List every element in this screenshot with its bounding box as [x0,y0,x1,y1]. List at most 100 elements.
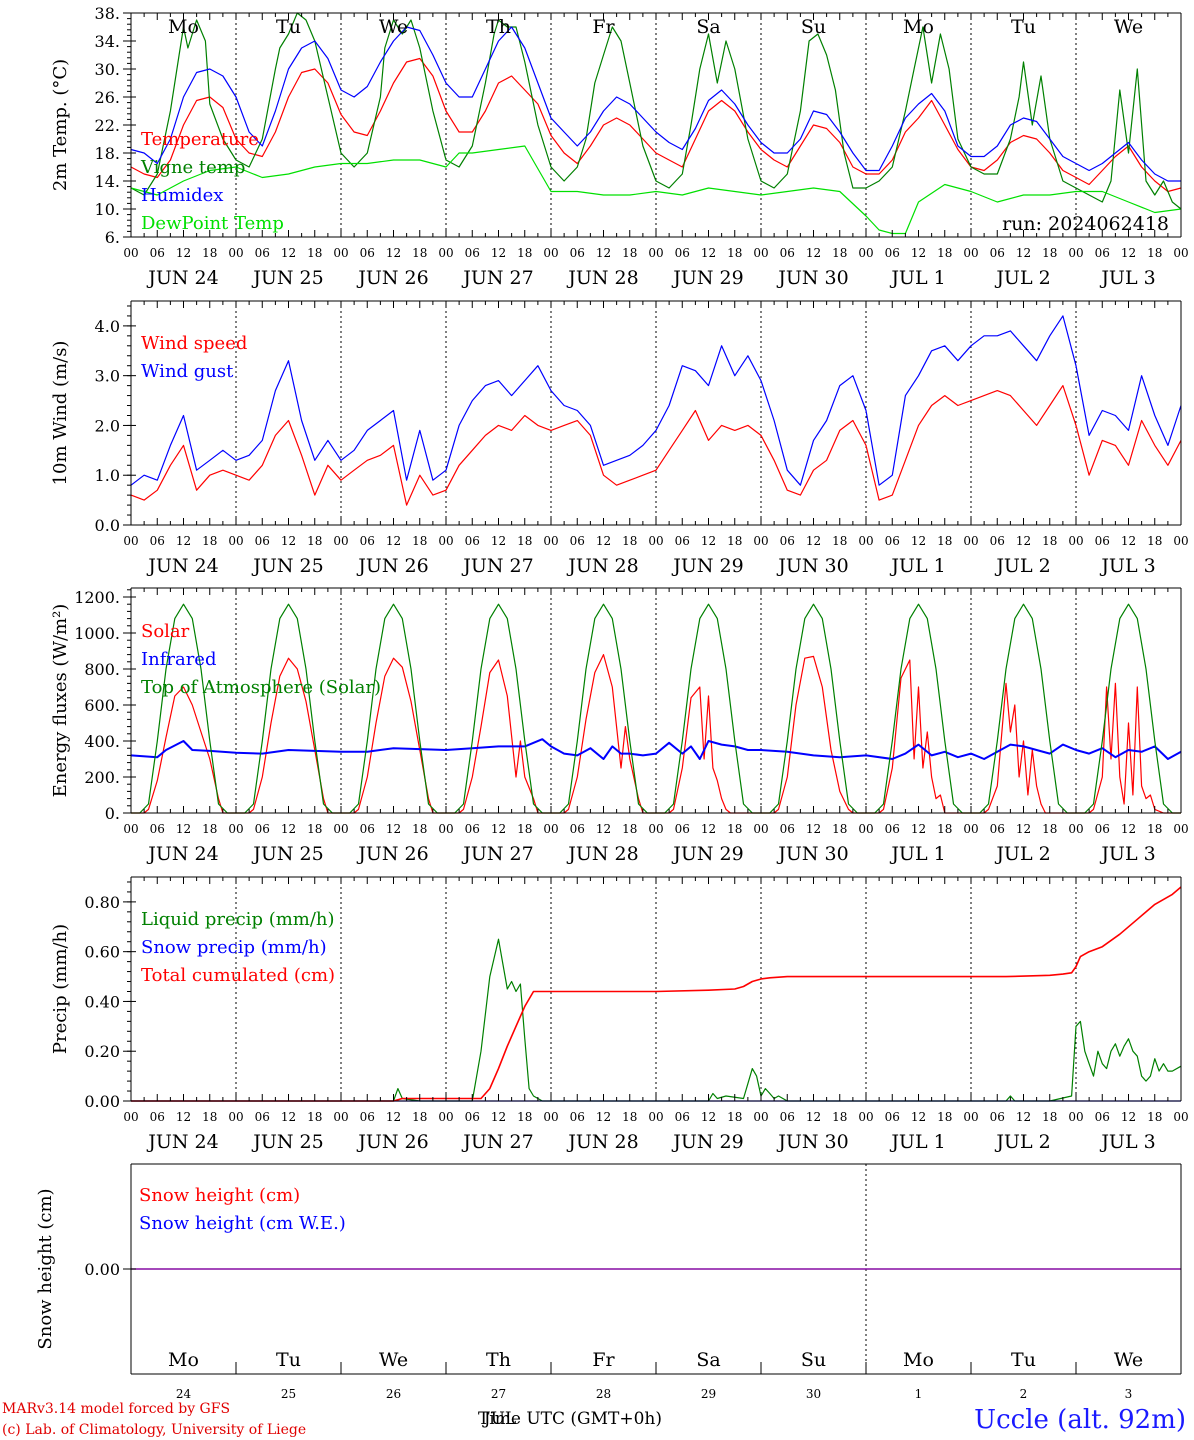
hour-label: 06 [360,822,375,836]
hour-label: 06 [360,534,375,548]
hour-label: 12 [386,1110,401,1124]
hour-label: 12 [701,822,716,836]
hour-label: 00 [123,534,138,548]
day-label: JUN 25 [251,1131,323,1153]
hour-label: 00 [648,822,663,836]
hour-label: 12 [491,246,506,260]
legend-liquid-precip-mm-h-: Liquid precip (mm/h) [141,909,335,930]
hour-label: 06 [360,246,375,260]
day-label: JUL 3 [1099,555,1155,577]
day-label: JUN 28 [566,1131,638,1153]
hour-label: 06 [465,246,480,260]
hour-label: 06 [465,534,480,548]
hour-label: 06 [1095,822,1110,836]
hour-label: 18 [412,246,427,260]
weekday-label: Tu [276,16,301,38]
day-number: 25 [281,1387,296,1401]
day-label: JUN 24 [146,843,218,865]
hour-label: 00 [1173,822,1188,836]
day-label: JUL 1 [889,1131,945,1153]
series-dewpoint-temp [130,145,1182,235]
day-label: JUN 27 [461,267,533,289]
weekday-label: Sa [696,16,720,38]
weekday-label-bottom: Tu [1011,1349,1036,1371]
legend-solar: Solar [141,621,190,642]
day-label: JUN 27 [461,555,533,577]
hour-label: 12 [911,534,926,548]
hour-label: 18 [622,1110,637,1124]
hour-label: 06 [885,534,900,548]
hour-label: 18 [517,246,532,260]
hour-label: 06 [885,246,900,260]
hour-label: 06 [570,1110,585,1124]
day-label: JUN 27 [461,1131,533,1153]
hour-label: 06 [255,1110,270,1124]
y-tick-label: 34. [95,32,120,51]
hour-label: 00 [1068,534,1083,548]
series-infrared [130,738,1182,760]
hour-label: 12 [176,1110,191,1124]
hour-label: 00 [228,1110,243,1124]
day-number: 2 [1020,1387,1028,1401]
hour-label: 00 [543,534,558,548]
day-number: 27 [491,1387,506,1401]
day-number: 1 [915,1387,923,1401]
hour-label: 18 [307,246,322,260]
legend-vigne-temp: Vigne temp [140,157,245,178]
hour-label: 06 [990,1110,1005,1124]
day-label: JUN 26 [356,1131,428,1153]
legend-infrared: Infrared [141,649,216,670]
y-tick-label: 200. [84,768,120,787]
weekday-label: We [379,16,408,38]
hour-label: 00 [1173,1110,1188,1124]
y-tick-label: 4.0 [95,317,120,336]
y-tick-label: 26. [95,88,120,107]
hour-label: 12 [1121,246,1136,260]
legend-humidex: Humidex [141,185,223,206]
hour-label: 00 [858,1110,873,1124]
hour-label: 06 [1095,534,1110,548]
day-label: JUL 1 [889,267,945,289]
hour-label: 06 [1095,246,1110,260]
hour-label: 00 [753,1110,768,1124]
footer-model: MARv3.14 model forced by GFS [2,1401,230,1417]
day-label: JUN 29 [671,267,743,289]
hour-label: 00 [333,822,348,836]
hour-label: 00 [753,246,768,260]
x-axis-title: Time UTC (GMT+0h) [478,1409,662,1429]
hour-label: 18 [937,246,952,260]
day-number: 28 [596,1387,611,1401]
y-tick-label: 1.0 [95,466,120,485]
legend-temperature: Temperature [141,129,259,150]
day-label: JUL 3 [1099,1131,1155,1153]
hour-label: 06 [780,534,795,548]
y-tick-label: 600. [84,696,120,715]
hour-label: 00 [648,246,663,260]
hour-label: 12 [491,1110,506,1124]
day-label: JUN 26 [356,555,428,577]
hour-label: 06 [885,822,900,836]
hour-label: 18 [202,1110,217,1124]
day-label: JUN 30 [776,1131,848,1153]
hour-label: 18 [832,822,847,836]
hour-label: 18 [1042,534,1057,548]
hour-label: 18 [1147,822,1162,836]
hour-label: 18 [1042,822,1057,836]
day-number: 26 [386,1387,401,1401]
y-tick-label: 2.0 [95,416,120,435]
day-label: JUN 26 [356,267,428,289]
y-tick-label: 0.00 [84,1092,120,1111]
footer-credit: (c) Lab. of Climatology, University of L… [2,1422,306,1438]
weekday-label-bottom: We [1114,1349,1143,1371]
y-tick-label: 3.0 [95,367,120,386]
y-axis-title: Energy fluxes (W/m²) [50,604,71,798]
hour-label: 06 [885,1110,900,1124]
hour-label: 00 [963,1110,978,1124]
hour-label: 00 [438,1110,453,1124]
hour-label: 18 [727,1110,742,1124]
hour-label: 12 [806,534,821,548]
panel-precip: 0.00 0.20 0.40 0.60 0.80 Precip (mm/h) 00 06 12 1… [50,876,1189,1153]
y-tick-label: 400. [84,732,120,751]
weekday-label: Mo [903,16,934,38]
hour-label: 18 [412,534,427,548]
